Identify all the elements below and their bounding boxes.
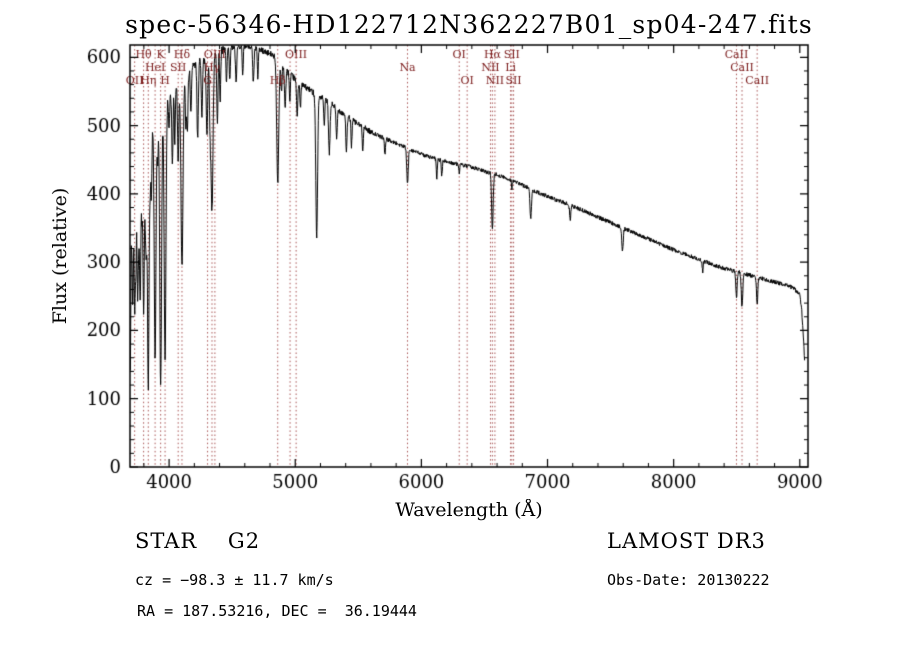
x-axis-label: Wavelength (Å) <box>395 499 543 521</box>
obs-date-text: Obs-Date: 20130222 <box>607 571 770 589</box>
survey-release-text: LAMOST DR3 <box>607 529 766 553</box>
chart-title: spec-56346-HD122712N362227B01_sp04-247.f… <box>125 10 813 39</box>
y-axis-label: Flux (relative) <box>49 187 71 325</box>
object-class-text: STAR G2 <box>135 529 261 553</box>
cz-velocity-text: cz = −98.3 ± 11.7 km/s <box>135 571 334 589</box>
ra-dec-text: RA = 187.53216, DEC = 36.19444 <box>137 602 417 620</box>
